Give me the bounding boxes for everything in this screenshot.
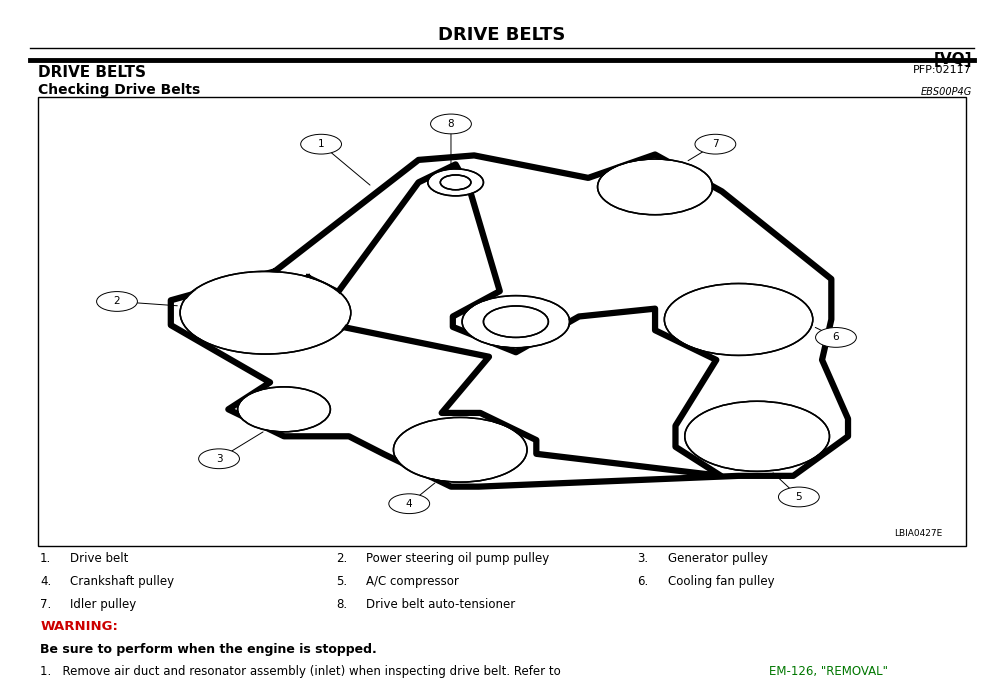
Text: DRIVE BELTS: DRIVE BELTS: [438, 26, 565, 44]
Text: 7.: 7.: [40, 598, 51, 611]
Text: 3: 3: [216, 454, 222, 464]
Text: LBIA0427E: LBIA0427E: [894, 529, 942, 538]
Circle shape: [394, 418, 526, 482]
Text: Generator pulley: Generator pulley: [667, 552, 767, 565]
Text: Cooling fan pulley: Cooling fan pulley: [667, 575, 773, 588]
Text: Crankshaft pulley: Crankshaft pulley: [70, 575, 175, 588]
Circle shape: [430, 114, 471, 134]
Circle shape: [96, 292, 137, 311]
Text: 2.: 2.: [336, 552, 347, 565]
Text: 4.: 4.: [40, 575, 51, 588]
Text: 1.: 1.: [40, 552, 51, 565]
Text: DRIVE BELTS: DRIVE BELTS: [38, 65, 146, 80]
Circle shape: [598, 160, 711, 214]
Text: 7: 7: [711, 139, 718, 149]
Text: Idler pulley: Idler pulley: [70, 598, 136, 611]
Text: 5.: 5.: [336, 575, 347, 588]
Text: 1: 1: [318, 139, 324, 149]
Circle shape: [814, 328, 856, 348]
Text: EBS00P4G: EBS00P4G: [920, 87, 971, 97]
Circle shape: [300, 135, 341, 154]
Bar: [38, 97, 965, 546]
Text: Power steering oil pump pulley: Power steering oil pump pulley: [366, 552, 550, 565]
Text: Be sure to perform when the engine is stopped.: Be sure to perform when the engine is st…: [40, 643, 376, 656]
Text: PFP:02117: PFP:02117: [912, 65, 971, 75]
Circle shape: [685, 402, 827, 471]
Text: 3.: 3.: [637, 552, 648, 565]
Text: 8.: 8.: [336, 598, 347, 611]
Circle shape: [239, 387, 329, 432]
Text: 4: 4: [405, 499, 412, 509]
Text: Drive belt: Drive belt: [70, 552, 128, 565]
Text: A/C compressor: A/C compressor: [366, 575, 459, 588]
Text: 6: 6: [831, 333, 839, 342]
Text: 5: 5: [794, 492, 801, 502]
Circle shape: [462, 296, 568, 347]
Text: 8: 8: [447, 119, 453, 129]
Text: 2: 2: [113, 296, 120, 307]
Circle shape: [182, 273, 349, 353]
Circle shape: [694, 135, 735, 154]
Circle shape: [199, 449, 240, 469]
Circle shape: [428, 169, 482, 195]
Text: Checking Drive Belts: Checking Drive Belts: [38, 83, 201, 97]
Text: Drive belt auto-tensioner: Drive belt auto-tensioner: [366, 598, 516, 611]
Circle shape: [388, 494, 429, 514]
Text: [VQ]: [VQ]: [933, 52, 971, 67]
Text: 1.   Remove air duct and resonator assembly (inlet) when inspecting drive belt. : 1. Remove air duct and resonator assembl…: [40, 665, 564, 678]
Text: WARNING:: WARNING:: [40, 620, 118, 633]
Text: 6.: 6.: [637, 575, 648, 588]
Text: EM-126, "REMOVAL": EM-126, "REMOVAL": [768, 665, 888, 678]
Circle shape: [665, 284, 810, 354]
Circle shape: [777, 487, 818, 507]
